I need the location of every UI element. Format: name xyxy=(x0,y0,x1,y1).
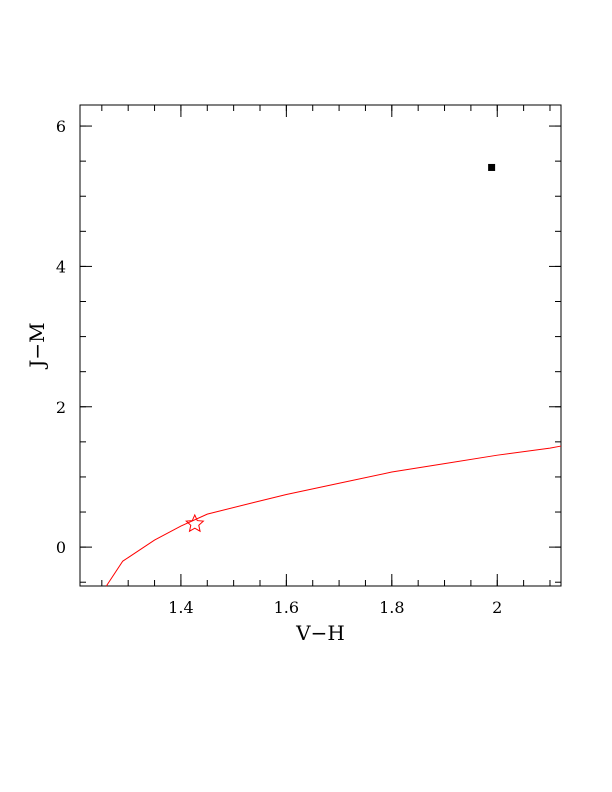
model-curve xyxy=(105,445,562,587)
x-axis-label: V−H xyxy=(295,621,345,645)
y-tick-label: 4 xyxy=(56,257,66,276)
y-tick-label: 0 xyxy=(56,538,66,557)
x-tick-label: 2 xyxy=(492,598,502,617)
star-marker xyxy=(185,513,205,533)
x-tick-label: 1.4 xyxy=(168,598,193,617)
y-tick-label: 2 xyxy=(56,398,66,417)
tick-labels: 1.4 1.6 1.8 2 0 2 4 6 xyxy=(56,117,503,617)
plot-frame xyxy=(79,104,562,587)
y-tick-label: 6 xyxy=(56,117,66,136)
x-tick-label: 1.8 xyxy=(379,598,404,617)
data-marks xyxy=(105,163,562,587)
axis-ticks xyxy=(80,105,561,586)
square-marker xyxy=(488,163,496,171)
y-axis-label: J−M xyxy=(25,322,49,369)
x-tick-label: 1.6 xyxy=(274,598,299,617)
